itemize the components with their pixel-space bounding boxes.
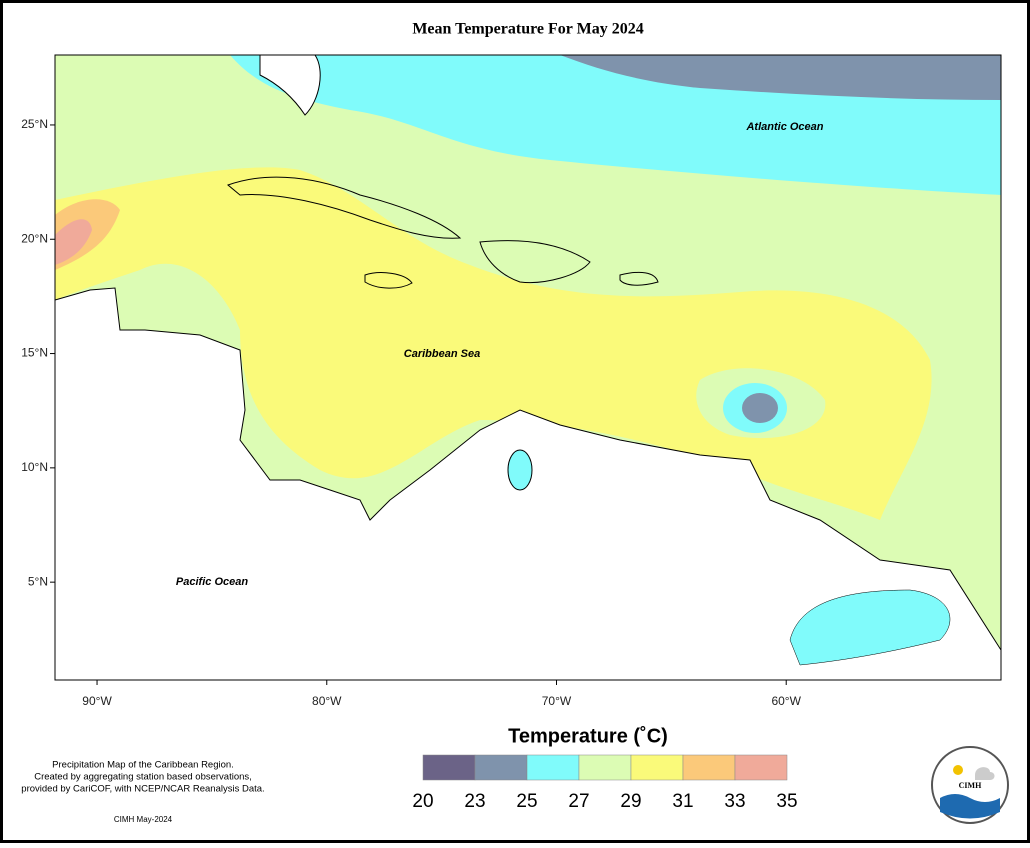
field-23-spot: [742, 393, 778, 423]
x-tick-label: 80°W: [312, 694, 342, 708]
legend-bin: [474, 754, 528, 781]
land: [227, 176, 462, 239]
map-field: Atlantic Ocean Caribbean Sea Pacific Oce…: [55, 55, 1001, 680]
land: [364, 272, 413, 289]
logo-sun: [953, 765, 963, 775]
y-tick-label: 5°N: [28, 574, 48, 588]
field-23: [560, 55, 1001, 100]
legend-label: 20: [412, 791, 433, 812]
legend-label: 33: [724, 791, 745, 812]
note: Created by aggregating station based obs…: [34, 772, 252, 783]
y-tick-label: 20°N: [21, 231, 48, 245]
y-tick-label: 25°N: [21, 117, 48, 131]
legend-bin: [630, 754, 684, 781]
ocean-label: Pacific Ocean: [176, 576, 248, 588]
land: [259, 55, 321, 116]
field-25-guianas-land: [789, 589, 951, 666]
land: [479, 240, 591, 284]
lake-maracaibo: [507, 449, 533, 491]
legend-bin: [578, 754, 632, 781]
note: CIMH May-2024: [114, 815, 173, 824]
x-tick-label: 90°W: [82, 694, 112, 708]
ocean-label: Caribbean Sea: [404, 348, 480, 360]
legend-label: 27: [568, 791, 589, 812]
notes: Precipitation Map of the Caribbean Regio…: [21, 760, 264, 825]
logo: CIMH: [931, 746, 1009, 824]
note: Precipitation Map of the Caribbean Regio…: [52, 760, 234, 771]
ocean-label: Atlantic Ocean: [745, 121, 823, 133]
legend-bin: [682, 754, 736, 781]
legend-label: 23: [464, 791, 485, 812]
legend-bin: [526, 754, 580, 781]
legend-label: 31: [672, 791, 693, 812]
logo-wave: [940, 794, 1000, 819]
y-tick-label: 15°N: [21, 346, 48, 360]
field-35: [55, 219, 92, 265]
legend-bin: [422, 754, 476, 781]
y-tick-label: 10°N: [21, 460, 48, 474]
legend-label: 35: [776, 791, 797, 812]
x-tick-label: 70°W: [542, 694, 572, 708]
legend-bin: [734, 754, 788, 781]
logo-cloud: [975, 767, 995, 780]
logo-text: CIMH: [959, 781, 982, 790]
legend-label: 25: [516, 791, 537, 812]
title: Mean Temperature For May 2024: [412, 21, 643, 38]
map-border: [54, 54, 1002, 681]
note: provided by CariCOF, with NCEP/NCAR Rean…: [21, 784, 264, 795]
x-tick-label: 60°W: [771, 694, 801, 708]
field-31: [55, 167, 932, 520]
legend-label: 29: [620, 791, 641, 812]
land: [619, 271, 659, 286]
legend-title: Temperature (˚C): [508, 724, 668, 747]
